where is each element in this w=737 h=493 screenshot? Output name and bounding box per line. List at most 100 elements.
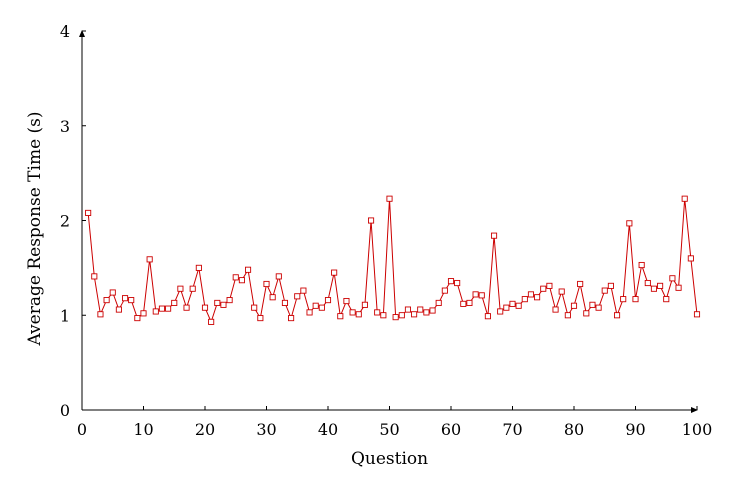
data-point-marker (244, 266, 252, 273)
data-point-marker (269, 294, 276, 301)
data-point-marker (417, 306, 424, 313)
y-tick-label: 1 (60, 306, 70, 325)
y-tick-label: 0 (60, 401, 70, 420)
data-point-marker (386, 195, 393, 202)
data-point-marker (614, 312, 621, 319)
data-point-marker (158, 305, 166, 312)
data-point-marker (669, 275, 676, 282)
data-point-marker (349, 309, 356, 316)
data-point-marker (497, 308, 504, 315)
data-point-marker (288, 315, 295, 322)
data-point-marker (693, 311, 701, 318)
data-point-marker (312, 302, 319, 309)
data-point-marker (134, 315, 141, 322)
data-point-marker (638, 261, 645, 269)
data-point-marker (447, 278, 455, 285)
data-point-marker (429, 307, 436, 314)
data-point-marker (503, 304, 510, 311)
data-point-marker (626, 220, 633, 227)
data-point-marker (374, 309, 381, 316)
x-tick-label: 0 (77, 420, 87, 439)
x-tick-label: 100 (682, 420, 713, 439)
data-point-marker (128, 297, 135, 304)
data-point-marker (361, 301, 368, 308)
data-point-marker (337, 313, 344, 320)
x-axis-title: Question (351, 449, 428, 469)
data-point-marker (392, 314, 399, 321)
y-tick-label: 4 (60, 22, 70, 41)
data-point-marker (552, 306, 559, 313)
data-point-marker (324, 297, 332, 304)
y-axis-title: Average Response Time (s) (25, 111, 45, 346)
data-point-marker (109, 289, 116, 296)
data-point-marker (91, 273, 98, 280)
x-ticks: 0 10 20 30 40 50 60 70 80 90 100 (77, 406, 712, 439)
data-point-marker (404, 306, 412, 313)
series-line (87, 198, 698, 323)
x-tick-label: 20 (195, 420, 215, 439)
data-point-marker (85, 209, 92, 216)
data-point-marker (189, 285, 196, 292)
data-point-marker (318, 304, 325, 311)
data-point-marker (214, 299, 221, 306)
data-point-marker (331, 269, 338, 276)
data-point-marker (294, 293, 301, 300)
x-tick-label: 70 (502, 420, 522, 439)
data-point-marker (527, 291, 534, 298)
data-point-marker (564, 312, 571, 319)
data-point-marker (577, 280, 584, 288)
data-point-marker (546, 282, 553, 289)
y-tick-label: 3 (60, 117, 70, 136)
data-point-marker (607, 282, 614, 289)
data-point-marker (454, 279, 461, 287)
data-point-marker (478, 292, 485, 299)
data-point-marker (601, 287, 608, 294)
data-point-marker (263, 280, 270, 288)
data-point-marker (632, 296, 639, 303)
x-tick-label: 80 (564, 420, 584, 439)
data-point-marker (238, 277, 245, 284)
data-point-marker (343, 297, 350, 305)
data-point-marker (460, 300, 467, 307)
data-point-marker (140, 310, 147, 317)
data-point-marker (177, 285, 184, 292)
data-point-marker (650, 285, 657, 292)
data-point-marker (675, 284, 682, 291)
data-point-marker (201, 304, 209, 311)
data-point-marker (540, 285, 547, 292)
data-point-marker (515, 302, 522, 309)
data-point-marker (570, 302, 578, 309)
data-point-marker (97, 311, 104, 318)
series-layer (85, 195, 701, 325)
data-point-marker (644, 279, 651, 287)
data-point-marker (620, 296, 627, 303)
data-point-marker (121, 295, 129, 302)
data-point-marker (355, 311, 362, 318)
data-point-marker (146, 256, 153, 263)
data-point-marker (411, 311, 418, 318)
data-point-marker (195, 264, 202, 271)
x-tick-label: 50 (379, 420, 399, 439)
data-point-marker (423, 309, 430, 316)
data-point-marker (103, 297, 110, 304)
data-point-marker (183, 304, 190, 311)
data-point-marker (275, 273, 282, 280)
data-point-marker (226, 297, 233, 304)
data-point-marker (534, 294, 541, 301)
x-tick-label: 90 (625, 420, 645, 439)
data-point-marker (583, 310, 590, 317)
data-point-marker (380, 312, 387, 319)
data-point-marker (208, 318, 215, 325)
data-point-marker (257, 315, 264, 322)
data-point-marker (657, 282, 664, 289)
data-point-marker (558, 288, 565, 295)
data-point-marker (441, 287, 448, 294)
data-point-marker (435, 299, 442, 306)
data-point-marker (595, 304, 602, 311)
data-point-marker (306, 309, 313, 316)
data-point-marker (115, 306, 122, 313)
data-point-marker (165, 305, 172, 312)
data-point-marker (152, 308, 159, 315)
data-point-marker (484, 313, 491, 320)
